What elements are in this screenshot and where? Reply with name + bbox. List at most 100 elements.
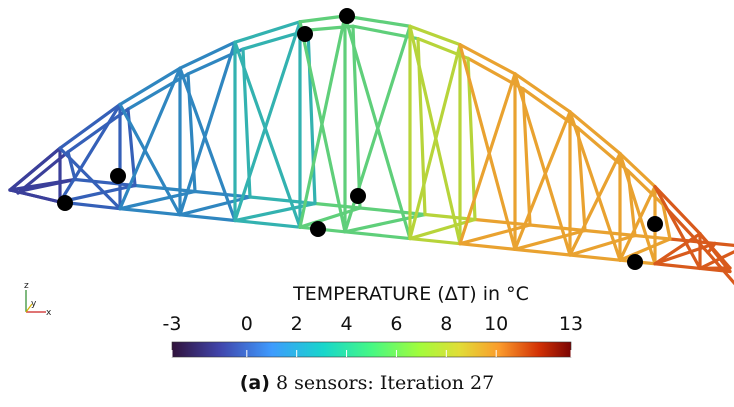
truss-member	[458, 43, 517, 76]
truss-member	[298, 14, 347, 24]
truss-member	[8, 146, 62, 192]
truss-member	[178, 40, 237, 217]
truss-member	[58, 102, 122, 204]
truss-member	[343, 230, 412, 241]
truss	[8, 14, 734, 286]
sensor	[310, 221, 326, 237]
truss-member	[458, 72, 517, 246]
truss-member	[66, 107, 130, 154]
colorbar-tick-label: 0	[241, 313, 253, 335]
sensor	[110, 168, 126, 184]
truss-member	[713, 241, 734, 248]
y-axis	[25, 303, 33, 313]
truss-member	[568, 110, 622, 156]
colorbar-tick-label: -3	[163, 313, 182, 335]
truss-member	[618, 185, 657, 262]
truss-member	[661, 203, 672, 241]
truss-member	[653, 185, 702, 271]
colorbar-tick-label: 6	[390, 313, 402, 335]
truss-member	[618, 237, 672, 262]
truss-member	[698, 232, 732, 274]
caption-text: 8 sensors: Iteration 27	[276, 372, 494, 394]
truss-member	[576, 126, 587, 233]
truss-member	[358, 206, 427, 217]
truss-member	[193, 189, 252, 199]
truss-member	[58, 146, 122, 211]
colorbar-tick-label: 13	[559, 313, 583, 335]
truss-member	[408, 43, 462, 241]
truss-member	[58, 183, 137, 204]
truss-member	[408, 24, 462, 47]
colorbar-tick-label: 2	[291, 313, 303, 335]
truss-member	[233, 40, 302, 229]
sensor	[339, 8, 355, 24]
truss-member	[241, 47, 252, 199]
truss-member	[408, 236, 462, 246]
truss-member	[8, 177, 77, 192]
truss-member	[521, 87, 532, 227]
truss-member	[178, 195, 252, 217]
truss-member	[633, 233, 672, 241]
truss-member	[178, 213, 237, 223]
truss-member	[568, 110, 622, 262]
sensor	[647, 216, 663, 232]
truss-member	[408, 24, 462, 246]
colorbar	[171, 341, 572, 358]
axes-triad: z y x	[24, 281, 52, 318]
truss-member	[458, 242, 517, 251]
truss-member	[118, 189, 197, 211]
truss-member	[8, 188, 62, 204]
truss-member	[73, 177, 137, 188]
truss-member	[466, 56, 477, 222]
x-label: x	[46, 308, 52, 318]
truss-member	[118, 207, 182, 217]
truss-member	[653, 232, 702, 266]
sensor	[297, 26, 313, 42]
caption-label: (a)	[240, 372, 270, 394]
truss-member	[233, 201, 317, 223]
truss-member	[298, 14, 347, 229]
truss-member	[178, 66, 237, 223]
sensors	[57, 8, 663, 270]
truss-member	[351, 24, 362, 210]
truss-member	[698, 250, 734, 271]
truss-member	[473, 217, 532, 227]
colorbar-ticks: -3 0 2 4 6 8 10 13	[163, 313, 583, 357]
truss-member	[458, 223, 532, 246]
colorbar-tick-label: 10	[484, 313, 508, 335]
truss-member	[233, 20, 302, 223]
truss-member	[513, 247, 572, 257]
sensor	[627, 254, 643, 270]
truss-member	[513, 228, 587, 251]
sensor	[57, 195, 73, 211]
colorbar-tick-label: 4	[341, 313, 353, 335]
caption: (a) 8 sensors: Iteration 27	[240, 372, 494, 394]
truss-member	[653, 262, 702, 271]
truss-member	[513, 72, 572, 257]
truss-member	[118, 66, 182, 107]
truss-member	[458, 43, 517, 251]
truss-member	[568, 151, 622, 257]
z-label: z	[24, 281, 29, 291]
truss-member	[233, 20, 302, 44]
truss-member	[343, 14, 412, 28]
truss-member	[178, 40, 237, 70]
truss-member	[408, 217, 477, 241]
sensor	[350, 188, 366, 204]
truss-member	[653, 241, 717, 266]
truss-member	[626, 169, 665, 207]
truss-member	[618, 151, 657, 189]
truss-member	[58, 102, 122, 150]
truss-member	[513, 72, 572, 114]
y-label: y	[31, 299, 37, 309]
truss-member	[233, 218, 302, 229]
truss-member	[118, 66, 182, 211]
colorbar-title: TEMPERATURE (ΔT) in °C	[292, 283, 529, 305]
truss-member	[653, 185, 702, 236]
truss-member	[343, 212, 427, 234]
truss-member	[126, 72, 190, 111]
truss-member	[568, 253, 622, 262]
truss-member	[568, 233, 637, 257]
truss-member	[618, 151, 657, 266]
